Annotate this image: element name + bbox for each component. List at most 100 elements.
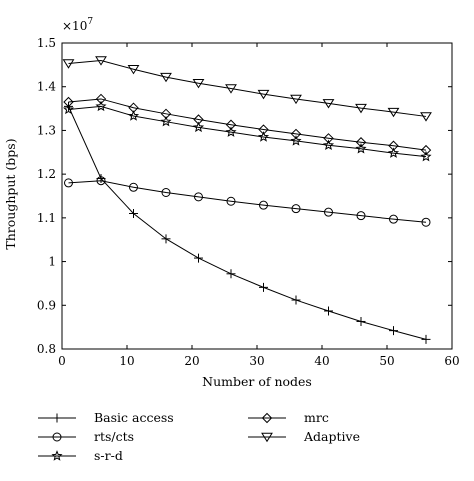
x-axis-label: Number of nodes (202, 374, 312, 389)
legend-label: s-r-d (94, 448, 123, 463)
series-line (68, 105, 427, 158)
series-line (68, 59, 427, 117)
diamond-marker (128, 102, 139, 113)
plus-marker (259, 282, 268, 292)
legend-label: mrc (304, 410, 329, 425)
circle-marker (52, 432, 62, 442)
triangle-marker (127, 64, 140, 75)
diamond-marker (261, 412, 273, 424)
series-line (68, 106, 427, 340)
plus-marker (129, 208, 138, 218)
circle-marker (421, 217, 431, 227)
y-tick-label: 1.3 (37, 123, 56, 137)
triangle-marker (261, 432, 273, 443)
star-marker (95, 100, 107, 112)
triangle-marker (160, 72, 172, 83)
circle-marker (161, 188, 171, 198)
circle-marker (356, 211, 366, 221)
y-tick-label: 1.1 (37, 211, 56, 225)
triangle-marker (257, 89, 270, 100)
x-tick-label: 50 (379, 354, 394, 368)
star-marker (322, 139, 335, 151)
triangle-marker (95, 56, 107, 66)
plus-marker (291, 295, 301, 305)
star-marker (290, 135, 302, 146)
circle-marker (129, 182, 138, 192)
y-tick-label: 1.2 (37, 167, 56, 181)
star-marker (51, 450, 63, 461)
y-tick-label: 0.8 (37, 342, 56, 356)
circle-marker (324, 207, 333, 217)
plus-marker (389, 326, 398, 336)
star-marker (257, 131, 270, 142)
plus-marker (356, 316, 366, 326)
y-tick-label: 0.9 (37, 298, 56, 312)
diamond-marker (420, 144, 432, 156)
triangle-marker (225, 84, 237, 94)
legend-label: rts/cts (94, 429, 134, 444)
triangle-marker (387, 107, 400, 118)
y-axis-label: Throughput (bps) (3, 138, 18, 249)
star-marker (62, 103, 75, 115)
x-tick-label: 60 (444, 354, 459, 368)
diamond-marker (258, 124, 269, 135)
triangle-marker (322, 99, 335, 109)
x-tick-label: 10 (119, 354, 134, 368)
circle-marker (389, 214, 398, 224)
y-multiplier-label: ×107 (62, 17, 93, 33)
circle-marker (291, 204, 301, 214)
diamond-marker (95, 93, 107, 105)
y-tick-label: 1 (48, 255, 56, 269)
plot-frame (61, 42, 453, 350)
plus-marker (421, 334, 431, 344)
legend-entry: Adaptive (248, 429, 360, 444)
diamond-marker (225, 119, 237, 130)
diamond-marker (63, 96, 74, 108)
legend-entry: mrc (248, 410, 329, 425)
plus-marker (161, 234, 171, 244)
circle-marker (226, 196, 236, 206)
star-marker (160, 115, 172, 127)
y-tick-label: 1.4 (37, 80, 56, 94)
series-line (68, 180, 427, 223)
series-s-r-d (62, 100, 432, 162)
series-adaptive (62, 56, 432, 122)
legend-entry: rts/cts (38, 429, 134, 444)
star-marker (225, 126, 237, 137)
plus-marker (226, 269, 236, 279)
legend-label: Adaptive (303, 429, 360, 444)
circle-marker (259, 200, 268, 210)
legend-label: Basic access (94, 410, 174, 425)
star-marker (192, 121, 205, 133)
diamond-marker (355, 137, 367, 148)
series-line (68, 98, 427, 151)
circle-marker (64, 178, 73, 188)
x-tick-label: 0 (58, 354, 66, 368)
x-tick-label: 30 (249, 354, 264, 368)
diamond-marker (290, 128, 302, 140)
star-marker (355, 142, 367, 154)
diamond-marker (160, 108, 172, 120)
plus-marker (194, 253, 203, 263)
plus-marker (324, 306, 333, 316)
y-tick-label: 1.5 (37, 36, 56, 50)
star-marker (127, 110, 140, 121)
circle-marker (194, 192, 203, 202)
legend-entry: s-r-d (38, 448, 123, 463)
x-tick-label: 40 (314, 354, 329, 368)
x-tick-label: 20 (184, 354, 199, 368)
triangle-marker (192, 78, 205, 89)
diamond-marker (388, 140, 399, 151)
triangle-marker (62, 59, 75, 69)
series-mrc (63, 93, 432, 156)
star-marker (387, 147, 400, 158)
circle-marker (96, 176, 106, 186)
triangle-marker (420, 112, 432, 122)
series-basic-access (64, 101, 431, 344)
diamond-marker (193, 114, 204, 125)
triangle-marker (290, 94, 302, 105)
plus-marker (52, 413, 62, 423)
star-marker (420, 150, 432, 162)
series-rts-cts (64, 176, 431, 227)
